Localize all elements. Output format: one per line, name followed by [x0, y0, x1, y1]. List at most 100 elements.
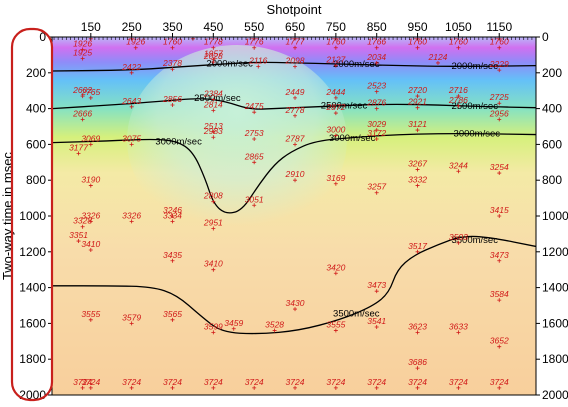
velocity-marker: [252, 137, 257, 142]
velocity-label: 3069: [81, 133, 100, 143]
velocity-marker: [272, 328, 277, 333]
contour-label-2-2: 3000m/sec: [454, 129, 501, 140]
velocity-marker: [333, 271, 338, 276]
velocity-marker: [293, 45, 298, 50]
velocity-marker: [252, 203, 257, 208]
velocity-label: 2872: [325, 102, 345, 112]
x-tick-label: 650: [285, 20, 305, 34]
y-tick-label-left: 1400: [19, 281, 46, 295]
velocity-marker: [497, 45, 502, 50]
velocity-label: 2378: [162, 58, 182, 68]
velocity-marker: [211, 135, 216, 140]
velocity-label: 3435: [163, 250, 182, 260]
velocity-label: 3503: [449, 232, 468, 242]
velocity-marker: [293, 178, 298, 183]
x-tick-label: 450: [203, 20, 223, 34]
contour-label-2-0: 3000m/sec: [155, 137, 202, 148]
velocity-marker: [435, 60, 440, 65]
velocity-label: 3599: [204, 321, 223, 331]
velocity-label: 2127: [325, 55, 345, 65]
velocity-label: 2513: [203, 121, 223, 131]
velocity-marker: [374, 89, 379, 94]
x-tick-label: 850: [367, 20, 387, 34]
velocity-label: 1505: [183, 28, 202, 38]
velocity-marker: [333, 111, 338, 116]
velocity-label: 2778: [285, 105, 305, 115]
velocity-marker: [252, 160, 257, 165]
velocity-label: 2786: [448, 95, 468, 105]
velocity-marker: [415, 45, 420, 50]
contour-label-1-0: 2500m/sec: [194, 93, 241, 104]
velocity-marker: [211, 108, 216, 113]
velocity-label: 1957: [204, 48, 223, 58]
velocity-marker: [374, 45, 379, 50]
velocity-marker: [456, 103, 461, 108]
velocity-label: 2444: [325, 87, 345, 97]
velocity-label: 1760: [163, 37, 182, 47]
velocity-marker: [170, 385, 175, 390]
velocity-marker: [80, 94, 85, 99]
velocity-marker: [211, 226, 216, 231]
velocity-label: 1760: [490, 37, 509, 47]
contour-label-2-1: 3000m/sec: [329, 133, 376, 144]
y-tick-label-left: 1600: [19, 316, 46, 330]
velocity-label: 2449: [285, 87, 305, 97]
velocity-marker: [170, 45, 175, 50]
velocity-label: 3724: [163, 377, 182, 387]
velocity-label: 3584: [490, 289, 509, 299]
velocity-label: 2229: [489, 59, 509, 69]
velocity-marker: [133, 45, 138, 50]
velocity-marker: [252, 110, 257, 115]
velocity-marker: [211, 97, 216, 102]
velocity-label: 3555: [81, 309, 100, 319]
velocity-label: 3415: [490, 205, 509, 215]
velocity-marker: [129, 321, 134, 326]
y-tick-label-right: 1200: [542, 245, 568, 259]
velocity-marker: [333, 63, 338, 68]
velocity-marker: [170, 258, 175, 263]
velocity-label: 3051: [245, 194, 264, 204]
velocity-label: 2602: [72, 85, 92, 95]
velocity-marker: [80, 385, 85, 390]
velocity-marker: [293, 307, 298, 312]
velocity-marker: [129, 70, 134, 75]
velocity-label: 3000: [326, 124, 345, 134]
velocity-marker: [256, 64, 261, 69]
contour-line-1: [52, 98, 536, 110]
contour-label-1-1: 2500m/sec: [321, 100, 368, 111]
velocity-marker: [497, 68, 502, 73]
velocity-label: 2814: [203, 99, 223, 109]
velocity-label: 1760: [408, 37, 427, 47]
velocity-label: 2921: [407, 97, 427, 107]
velocity-marker: [170, 317, 175, 322]
velocity-label: 3623: [408, 321, 427, 331]
y-tick-label-right: 600: [542, 137, 562, 151]
velocity-label: 1926: [73, 39, 92, 49]
velocity-marker: [374, 385, 379, 390]
velocity-marker: [333, 328, 338, 333]
y-tick-label-right: 1000: [542, 209, 568, 223]
velocity-label: 3334: [163, 210, 182, 220]
x-tick-label: 1050: [445, 20, 472, 34]
y-tick-label-left: 400: [26, 102, 46, 116]
velocity-marker: [293, 95, 298, 100]
velocity-marker: [88, 95, 93, 100]
velocity-marker: [252, 45, 257, 50]
y-tick-label-right: 200: [542, 66, 562, 80]
velocity-label: 3328: [73, 216, 92, 226]
velocity-label: 1766: [367, 37, 386, 47]
velocity-marker: [456, 94, 461, 99]
velocity-marker: [252, 385, 257, 390]
y-tick-label-left: 600: [26, 137, 46, 151]
velocity-label: 3473: [490, 250, 509, 260]
velocity-label: 3724: [490, 377, 509, 387]
contour-layer: 2000m/sec 2000m/sec 2000m/sec 2500m/sec 2500…: [52, 58, 536, 335]
velocity-marker: [129, 385, 134, 390]
velocity-label: 3177: [69, 142, 88, 152]
velocity-label: 3420: [326, 262, 345, 272]
velocity-marker: [374, 137, 379, 142]
x-tick-label: 550: [244, 20, 264, 34]
velocity-label: 2753: [244, 128, 264, 138]
velocity-marker: [333, 45, 338, 50]
